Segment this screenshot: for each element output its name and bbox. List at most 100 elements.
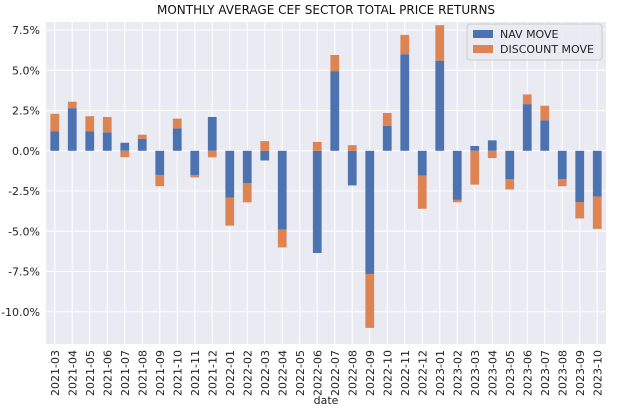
x-tick-label: 2023-08 [556, 350, 569, 396]
nav-move-bar-2021-03 [50, 131, 60, 151]
x-tick-label: 2021-09 [154, 350, 167, 396]
discount-move-bar-2023-04 [487, 150, 497, 159]
discount-move-bar-2023-05 [505, 178, 515, 190]
discount-move-bar-2022-03 [260, 141, 270, 151]
nav-move-bar-2021-07 [120, 142, 130, 151]
x-tick-label: 2022-10 [381, 350, 394, 396]
y-tick-label: 0.0% [12, 145, 40, 158]
x-axis-label: date [314, 394, 339, 407]
discount-move-bar-2022-02 [242, 183, 252, 203]
legend: NAV MOVE DISCOUNT MOVE [466, 23, 603, 61]
nav-move-bar-2022-03 [260, 150, 270, 161]
nav-move-bar-2021-06 [102, 132, 112, 151]
x-tick-label: 2023-09 [574, 350, 587, 396]
discount-move-bar-2021-09 [155, 174, 165, 187]
x-tick-label: 2023-01 [434, 350, 447, 396]
x-tick-label: 2022-12 [416, 350, 429, 396]
x-tick-label: 2022-11 [399, 350, 412, 396]
discount-move-bar-2021-03 [50, 113, 60, 132]
discount-move-bar-2023-02 [452, 199, 462, 203]
discount-move-bar-2023-07 [540, 105, 550, 121]
discount-move-bar-2022-12 [417, 175, 427, 209]
discount-move-bar-2021-05 [85, 116, 95, 132]
nav-move-bar-2021-04 [67, 108, 77, 151]
discount-move-bar-2022-07 [330, 55, 340, 72]
discount-move-bar-2021-06 [102, 116, 112, 133]
nav-move-bar-2022-01 [225, 150, 235, 198]
discount-move-legend-swatch [473, 45, 493, 53]
x-tick-label: 2021-10 [171, 350, 184, 396]
nav-move-bar-2023-04 [487, 140, 497, 151]
x-tick-label: 2023-06 [521, 350, 534, 396]
discount-move-bar-2021-12 [207, 150, 217, 158]
nav-move-bar-2022-10 [382, 125, 392, 151]
nav-move-bar-2023-08 [557, 150, 567, 179]
x-tick-label: 2021-04 [66, 350, 79, 396]
x-tick-label: 2021-12 [206, 350, 219, 396]
x-tick-label: 2023-07 [539, 350, 552, 396]
nav-move-bar-2023-07 [540, 120, 550, 151]
nav-move-bar-2022-11 [400, 54, 410, 151]
nav-move-bar-2023-02 [452, 150, 462, 200]
nav-move-bar-2023-05 [505, 150, 515, 179]
y-tick-label: -2.5% [8, 185, 40, 198]
discount-move-bar-2021-07 [120, 150, 130, 158]
nav-move-bar-2022-02 [242, 150, 252, 183]
discount-move-bar-2021-04 [67, 101, 77, 109]
x-tick-label: 2022-08 [346, 350, 359, 396]
x-tick-label: 2021-07 [119, 350, 132, 396]
discount-move-bar-2021-08 [137, 134, 147, 139]
discount-move-bar-2023-03 [470, 150, 480, 185]
nav-move-bar-2022-08 [347, 150, 357, 186]
y-tick-label: -5.0% [8, 225, 40, 238]
nav-move-bar-2023-01 [435, 60, 445, 151]
nav-move-bar-2021-11 [190, 150, 200, 175]
nav-move-bar-2022-04 [277, 150, 287, 230]
nav-move-bar-2021-12 [207, 116, 217, 151]
x-tick-label: 2022-09 [364, 350, 377, 396]
nav-move-bar-2021-05 [85, 131, 95, 151]
nav-move-bar-2022-09 [365, 150, 375, 274]
x-tick-label: 2021-11 [189, 350, 202, 396]
discount-move-bar-2023-09 [575, 202, 585, 219]
nav-move-bar-2023-03 [470, 145, 480, 151]
x-tick-label: 2021-08 [136, 350, 149, 396]
x-tick-label: 2022-06 [311, 350, 324, 396]
discount-move-bar-2021-10 [172, 118, 182, 129]
discount-move-bar-2022-06 [312, 141, 322, 151]
x-tick-label: 2021-06 [101, 350, 114, 396]
x-tick-label: 2022-02 [241, 350, 254, 396]
discount-move-bar-2022-10 [382, 112, 392, 126]
nav-move-legend-label: NAV MOVE [500, 28, 559, 41]
nav-move-bar-2022-06 [312, 150, 322, 254]
y-tick-label: 5.0% [12, 64, 40, 77]
x-tick-label: 2023-04 [486, 350, 499, 396]
discount-move-bar-2022-11 [400, 34, 410, 55]
y-tick-label: 7.5% [12, 24, 40, 37]
nav-move-bar-2023-09 [575, 150, 585, 203]
discount-move-bar-2023-06 [522, 94, 532, 105]
chart-title: MONTHLY AVERAGE CEF SECTOR TOTAL PRICE R… [157, 3, 495, 17]
nav-move-bar-2023-06 [522, 104, 532, 151]
x-tick-label: 2023-10 [591, 350, 604, 396]
discount-move-bar-2023-01 [435, 25, 445, 61]
y-tick-label: 2.5% [12, 105, 40, 118]
legend-box [466, 23, 603, 61]
x-tick-label: 2021-03 [49, 350, 62, 396]
discount-move-bar-2022-08 [347, 145, 357, 151]
x-tick-label: 2022-03 [259, 350, 272, 396]
nav-move-bar-2021-09 [155, 150, 165, 175]
x-tick-label: 2023-05 [504, 350, 517, 396]
x-tick-label: 2021-05 [84, 350, 97, 396]
nav-move-bar-2022-12 [417, 150, 427, 176]
nav-move-bar-2023-10 [592, 150, 602, 197]
nav-move-bar-2021-08 [137, 138, 147, 151]
x-tick-label: 2023-02 [451, 350, 464, 396]
y-tick-label: -7.5% [8, 266, 40, 279]
nav-move-legend-swatch [473, 30, 493, 38]
discount-move-bar-2021-11 [190, 174, 200, 178]
y-tick-label: -10.0% [1, 306, 40, 319]
discount-move-bar-2022-04 [277, 229, 287, 248]
